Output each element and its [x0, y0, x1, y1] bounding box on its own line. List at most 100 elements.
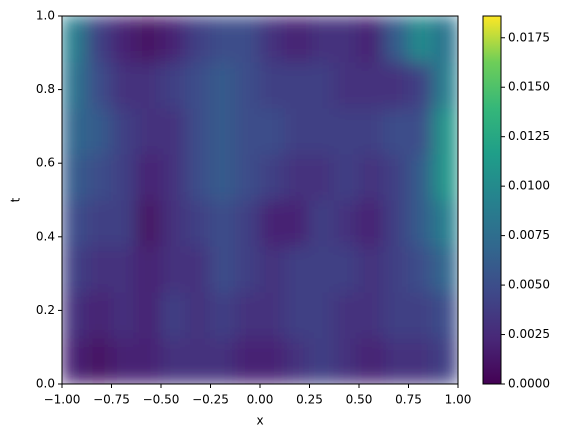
- y-tick-label: 0.8: [36, 82, 55, 96]
- heat-cell: [62, 153, 88, 201]
- heat-cell: [358, 199, 385, 247]
- colorbar-tick-label: 0.0050: [508, 278, 550, 292]
- heat-cell: [333, 153, 360, 201]
- heat-cell: [358, 107, 385, 155]
- heat-cell: [284, 107, 310, 155]
- colorbar-tick-label: 0.0075: [508, 228, 550, 242]
- heat-cell: [111, 291, 137, 339]
- heat-cell: [185, 199, 211, 247]
- heat-cell: [309, 337, 335, 384]
- heat-cell: [62, 107, 88, 155]
- heat-cell: [259, 61, 286, 109]
- heat-cell: [383, 153, 409, 201]
- heat-cell: [408, 153, 434, 201]
- heat-cell: [86, 199, 112, 247]
- y-tick-label: 1.0: [36, 9, 55, 23]
- heat-cell: [185, 337, 211, 384]
- heat-cell: [309, 291, 335, 339]
- heat-cell: [383, 337, 409, 384]
- heat-cell: [309, 16, 335, 63]
- heat-cell: [135, 16, 162, 63]
- heat-cell: [160, 107, 187, 155]
- heat-cell: [111, 337, 137, 384]
- heat-cell: [358, 153, 385, 201]
- y-tick-label: 0.0: [36, 377, 55, 391]
- heat-cell: [309, 107, 335, 155]
- heat-cell: [333, 291, 360, 339]
- heat-cell: [408, 107, 434, 155]
- y-axis-label: t: [9, 197, 23, 202]
- heat-cell: [86, 337, 112, 384]
- heat-cell: [86, 245, 112, 293]
- heat-cell: [408, 199, 434, 247]
- colorbar-tick-label: 0.0000: [508, 377, 550, 391]
- heat-cell: [135, 245, 162, 293]
- heat-cell: [135, 337, 162, 384]
- heat-cell: [210, 337, 236, 384]
- heat-cell: [408, 291, 434, 339]
- heat-cell: [185, 16, 211, 63]
- colorbar-tick-label: 0.0175: [508, 30, 550, 44]
- heat-cell: [86, 107, 112, 155]
- heat-cell: [309, 153, 335, 201]
- heat-cell: [309, 245, 335, 293]
- heat-cell: [432, 245, 458, 293]
- heat-cell: [284, 16, 310, 63]
- heat-cell: [309, 61, 335, 109]
- heat-cell: [358, 245, 385, 293]
- heat-cell: [333, 337, 360, 384]
- heat-cell: [111, 107, 137, 155]
- heat-cell: [160, 337, 187, 384]
- colorbar-tick-label: 0.0100: [508, 179, 550, 193]
- heat-cell: [111, 61, 137, 109]
- x-tick-label: 1.00: [445, 393, 472, 407]
- heat-cell: [160, 16, 187, 63]
- heat-cell: [135, 61, 162, 109]
- x-tick-label: −0.25: [192, 393, 229, 407]
- heat-cell: [432, 61, 458, 109]
- heat-cell: [62, 337, 88, 384]
- heat-cell: [234, 153, 261, 201]
- heat-cell: [234, 61, 261, 109]
- x-tick-label: −0.50: [143, 393, 180, 407]
- x-tick-label: −0.75: [93, 393, 130, 407]
- heat-cell: [210, 199, 236, 247]
- colorbar: [482, 15, 502, 385]
- heat-cell: [383, 245, 409, 293]
- heat-cell: [160, 61, 187, 109]
- heat-cell: [160, 291, 187, 339]
- heat-cell: [259, 107, 286, 155]
- heat-cell: [259, 199, 286, 247]
- heat-cell: [432, 16, 458, 63]
- heat-cell: [62, 16, 88, 63]
- heatmap: [62, 16, 458, 384]
- heat-cell: [358, 61, 385, 109]
- heat-cell: [86, 291, 112, 339]
- plot-area: [62, 16, 458, 384]
- heat-cell: [160, 199, 187, 247]
- heat-cell: [432, 337, 458, 384]
- heat-cell: [210, 61, 236, 109]
- heat-cell: [86, 153, 112, 201]
- heat-cell: [234, 16, 261, 63]
- heat-cell: [62, 245, 88, 293]
- heat-cell: [259, 153, 286, 201]
- heat-cell: [333, 61, 360, 109]
- heat-cell: [135, 291, 162, 339]
- heat-cell: [185, 107, 211, 155]
- x-tick-label: 0.25: [296, 393, 323, 407]
- heat-cell: [210, 153, 236, 201]
- heat-cell: [234, 291, 261, 339]
- heat-cell: [210, 107, 236, 155]
- heat-cell: [383, 16, 409, 63]
- x-tick-label: −1.00: [44, 393, 81, 407]
- x-tick-label: 0.75: [395, 393, 422, 407]
- heat-cell: [210, 291, 236, 339]
- heat-cell: [284, 199, 310, 247]
- heat-cell: [408, 61, 434, 109]
- heat-cell: [383, 61, 409, 109]
- heat-cell: [333, 245, 360, 293]
- heat-cell: [62, 199, 88, 247]
- heat-cell: [111, 245, 137, 293]
